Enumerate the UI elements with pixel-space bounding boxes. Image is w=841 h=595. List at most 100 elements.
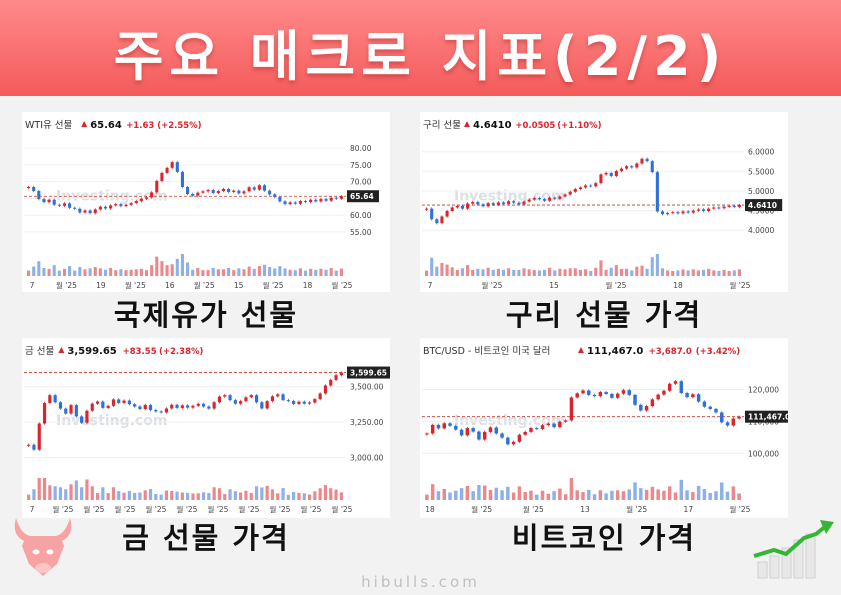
volume-bar — [257, 266, 261, 276]
volume-bar — [103, 269, 108, 276]
volume-bar — [138, 492, 142, 500]
volume-bar — [170, 264, 174, 276]
volume-bar — [459, 488, 464, 500]
candle-body — [117, 399, 121, 403]
candle-body — [512, 201, 516, 203]
up-arrow-icon — [464, 121, 470, 127]
volume-bar — [122, 492, 126, 500]
candle-body — [252, 187, 256, 190]
y-tick-label: 120,000 — [748, 386, 779, 395]
volume-bar — [68, 266, 72, 276]
volume-bar — [685, 490, 689, 500]
candle-body — [58, 402, 63, 409]
volume-bar — [239, 492, 243, 500]
candle-body — [217, 396, 222, 403]
candle-body — [47, 199, 51, 203]
candle-body — [488, 427, 493, 432]
volume-bar — [170, 490, 174, 500]
volume-bar — [609, 267, 613, 276]
instrument-name: 구리 선물 — [423, 120, 461, 131]
candle-body — [329, 197, 333, 201]
candle-body — [660, 211, 665, 215]
volume-bar — [191, 269, 195, 276]
candle-body — [425, 208, 429, 210]
x-tick-label: 월 '25 — [84, 504, 105, 514]
volume-bar — [578, 269, 582, 276]
candle-body — [165, 167, 169, 173]
candle-body — [644, 406, 649, 411]
candle-body — [708, 406, 712, 409]
volume-bar — [265, 485, 269, 500]
candle-body — [592, 394, 597, 397]
candle-body — [696, 394, 701, 402]
candle-body — [587, 390, 591, 395]
volume-bar — [293, 270, 297, 276]
candle-body — [83, 210, 87, 213]
volume-bar — [671, 270, 675, 276]
volume-bar — [227, 267, 231, 276]
volume-bar — [465, 485, 470, 500]
candle-body — [160, 172, 164, 181]
volume-bar — [731, 486, 736, 500]
candle-body — [599, 174, 603, 184]
x-tick-label: 월 '25 — [146, 504, 167, 514]
candle-body — [154, 410, 158, 412]
candle-body — [122, 400, 126, 403]
volume-bar — [702, 489, 707, 500]
volume-bar — [334, 270, 338, 276]
candle-body — [32, 186, 36, 192]
candle-body — [53, 395, 57, 403]
candle-body — [334, 375, 338, 380]
candle-body — [425, 433, 429, 435]
volume-bar — [507, 268, 511, 276]
volume-bar — [500, 490, 504, 500]
volume-bar — [691, 269, 695, 276]
price-change-pct: (+1.10%) — [557, 121, 601, 131]
candle-body — [283, 201, 287, 205]
volume-bar — [604, 493, 608, 500]
volume-bar — [727, 270, 731, 276]
price-change: +1.63 — [126, 121, 154, 131]
candle-body — [170, 162, 174, 168]
candle-body — [667, 383, 672, 391]
chart-header: BTC/USD - 비트코인 미국 달러 111,467.0 +3,687.0 (+3… — [423, 345, 740, 357]
btc-chart-panel: BTC/USD - 비트코인 미국 달러 111,467.0 +3,687.0 (+3… — [420, 338, 788, 518]
candle-body — [542, 199, 547, 201]
volume-bar — [512, 269, 516, 276]
volume-bar — [150, 265, 154, 276]
volume-bar — [660, 268, 665, 276]
volume-bar — [88, 268, 92, 276]
volume-bar — [268, 267, 272, 276]
candle-body — [714, 408, 718, 413]
volume-bar — [273, 268, 277, 276]
candle-body — [62, 203, 67, 206]
x-tick-label: 월 '25 — [208, 504, 229, 514]
candle-body — [471, 201, 475, 204]
x-tick-label: 월 '25 — [471, 504, 492, 514]
x-tick-label: 월 '25 — [194, 280, 215, 290]
candle-body — [265, 401, 269, 409]
candle-body — [150, 192, 154, 198]
candle-body — [27, 444, 31, 446]
x-tick-label: 월 '25 — [115, 504, 136, 514]
candle-body — [435, 219, 439, 224]
candle-body — [133, 404, 137, 407]
y-tick-label: 3,250.00 — [350, 418, 384, 427]
volume-bar — [476, 268, 480, 276]
candle-body — [233, 400, 237, 404]
y-tick-label: 5.5000 — [748, 167, 774, 176]
volume-bar — [117, 491, 121, 500]
candle-body — [720, 412, 724, 423]
volume-bar — [656, 489, 660, 500]
y-tick-label: 55.00 — [350, 228, 372, 237]
x-tick-label: 월 '25 — [125, 280, 146, 290]
price-change-pct: (+2.38%) — [159, 347, 203, 357]
volume-bar — [228, 489, 232, 500]
candle-body — [645, 158, 649, 162]
candle-body — [175, 404, 179, 408]
volume-bar — [196, 493, 200, 500]
candle-body — [278, 197, 282, 202]
volume-bar — [254, 486, 259, 500]
volume-bar — [324, 269, 328, 276]
volume-bar — [303, 270, 308, 276]
